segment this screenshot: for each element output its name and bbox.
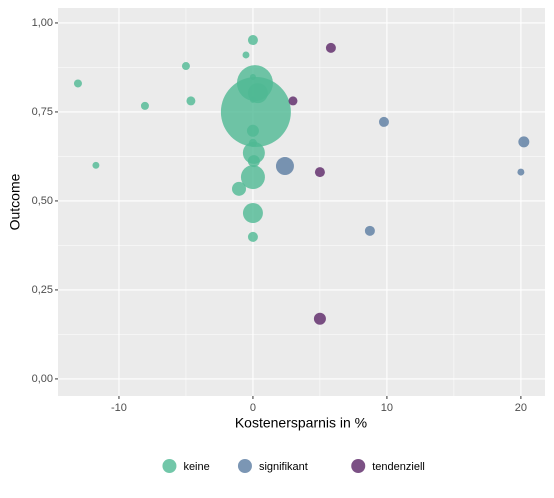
y-axis-title: Outcome	[7, 173, 23, 230]
bubble	[288, 96, 298, 106]
panel	[58, 8, 545, 396]
bubble	[240, 165, 265, 190]
bubble	[517, 168, 525, 176]
bubble	[518, 136, 530, 148]
bubble	[378, 116, 389, 127]
legend-label: keine	[183, 461, 209, 473]
y-tick-label: 0,25	[32, 284, 53, 296]
bubble	[247, 35, 258, 46]
legend-marker	[162, 459, 177, 473]
bubble	[247, 155, 260, 168]
bubble	[314, 167, 325, 178]
bubble	[275, 157, 294, 176]
bubble	[313, 312, 326, 325]
y-tick-label: 0,75	[32, 106, 53, 118]
bubble	[73, 79, 82, 88]
bubble	[325, 42, 336, 53]
x-tick-label: 0	[250, 402, 256, 414]
y-tick-label: 1,00	[32, 17, 53, 29]
bubble	[181, 62, 190, 71]
legend-marker	[351, 459, 366, 473]
legend-label: signifikant	[259, 461, 308, 473]
x-tick-label: -10	[111, 402, 127, 414]
y-tick-label: 0,00	[32, 373, 53, 385]
bubble	[247, 231, 258, 242]
x-axis-title: Kostenersparnis in %	[235, 415, 367, 431]
bubble	[242, 51, 250, 59]
legend-marker	[237, 459, 252, 473]
y-tick-label: 0,50	[32, 195, 53, 207]
bubble	[232, 181, 247, 196]
bubble	[140, 101, 149, 110]
legend-label: tendenziell	[372, 461, 425, 473]
bubble	[364, 225, 375, 236]
bubble	[242, 203, 263, 224]
bubble	[220, 76, 291, 147]
x-tick-label: 10	[381, 402, 393, 414]
x-tick-label: 20	[515, 402, 527, 414]
bubble	[242, 141, 265, 164]
bubble	[246, 124, 259, 137]
bubble	[92, 161, 100, 169]
bubble	[186, 96, 196, 106]
